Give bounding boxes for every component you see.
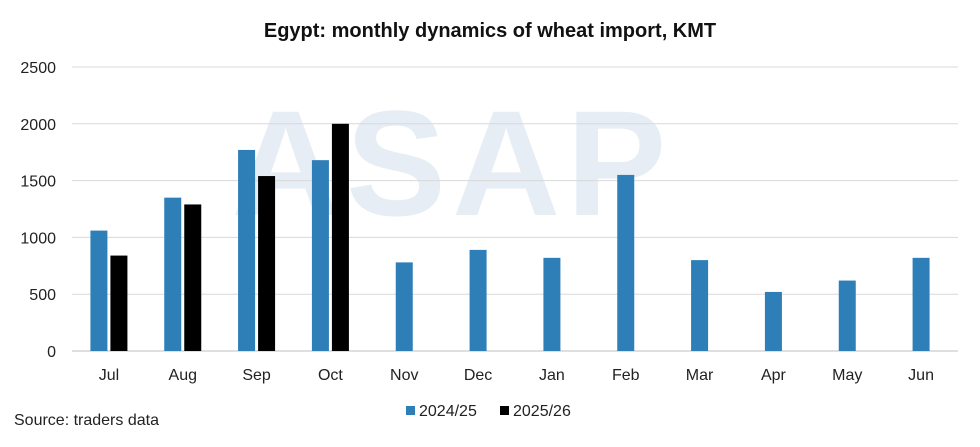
- x-tick-label: Sep: [242, 367, 271, 384]
- x-tick-label: Oct: [318, 367, 343, 384]
- x-tick-label: Jan: [539, 367, 565, 384]
- legend: 2024/25 2025/26: [406, 403, 571, 420]
- x-tick-label: Dec: [464, 367, 492, 384]
- legend-label-2025-26: 2025/26: [513, 403, 571, 420]
- bar-2024-25-aug: [164, 197, 182, 351]
- bar-2024-25-jun: [912, 257, 930, 351]
- y-axis-ticks: 0 500 1000 1500 2000 2500: [20, 60, 56, 361]
- y-tick-label: 0: [47, 344, 56, 361]
- x-tick-label: Nov: [390, 367, 418, 384]
- y-tick-label: 2500: [20, 60, 56, 77]
- watermark-text: ASAP: [232, 79, 673, 247]
- y-tick-label: 1500: [20, 174, 56, 191]
- x-tick-label: Aug: [169, 367, 197, 384]
- x-tick-label: May: [832, 367, 862, 384]
- bar-2024-25-mar: [691, 260, 709, 351]
- bar-2024-25-jul: [90, 230, 108, 351]
- bar-2024-25-may: [838, 280, 856, 351]
- bar-2025-26-aug: [184, 204, 202, 351]
- bar-2024-25-nov: [395, 262, 413, 351]
- y-tick-label: 500: [29, 287, 56, 304]
- bar-2024-25-apr: [764, 291, 782, 351]
- bar-2025-26-oct: [331, 123, 349, 351]
- grid-lines: [72, 66, 958, 352]
- legend-swatch-2024-25: [406, 406, 415, 415]
- bar-2024-25-sep: [238, 149, 256, 351]
- x-tick-label: Jul: [99, 367, 119, 384]
- bar-2024-25-feb: [617, 174, 635, 351]
- x-tick-label: Mar: [686, 367, 714, 384]
- bar-2024-25-oct: [311, 160, 329, 351]
- legend-label-2024-25: 2024/25: [419, 403, 477, 420]
- x-tick-label: Apr: [761, 367, 787, 384]
- bar-2024-25-jan: [543, 257, 561, 351]
- chart-title: Egypt: monthly dynamics of wheat import,…: [264, 20, 716, 42]
- source-note: Source: traders data: [14, 412, 159, 429]
- x-axis-ticks: Jul Aug Sep Oct Nov Dec Jan Feb Mar Apr May Jun: [99, 367, 934, 384]
- bar-2025-26-sep: [258, 176, 276, 351]
- x-tick-label: Jun: [908, 367, 934, 384]
- y-tick-label: 2000: [20, 117, 56, 134]
- x-tick-label: Feb: [612, 367, 640, 384]
- bar-2024-25-dec: [469, 249, 487, 351]
- legend-swatch-2025-26: [500, 406, 509, 415]
- y-tick-label: 1000: [20, 230, 56, 247]
- bars: [90, 123, 930, 351]
- bar-2025-26-jul: [110, 255, 128, 351]
